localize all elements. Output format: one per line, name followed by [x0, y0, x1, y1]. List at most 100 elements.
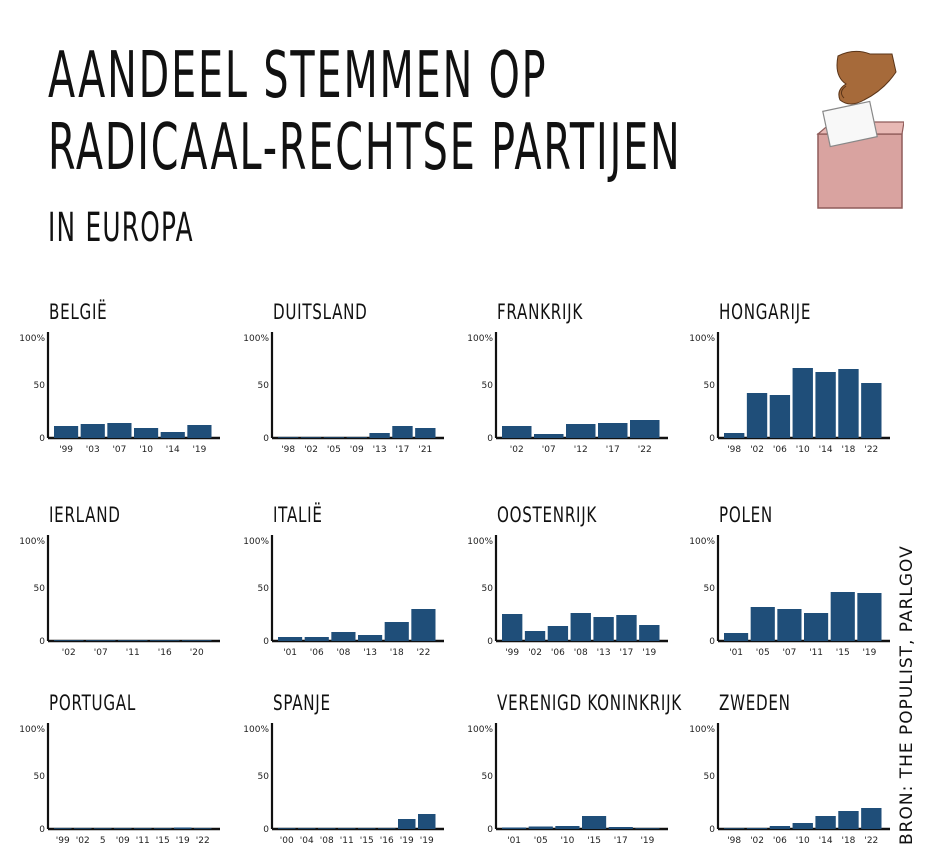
- bar-chart: 100% 50 0 '01 '05 '10 '15 '17 '19: [467, 723, 668, 846]
- chart-panel: ZWEDEN 100% 50 0 '98 '02 '06 '10 '14 '18 '22: [689, 691, 890, 846]
- y-tick-label: 50: [482, 381, 494, 391]
- chart-title: PORTUGAL: [49, 691, 136, 715]
- y-tick-label: 50: [704, 772, 716, 782]
- x-tick-label: '16: [158, 648, 172, 658]
- bar: [769, 395, 791, 438]
- chart-title: IERLAND: [49, 503, 121, 527]
- bar: [346, 437, 367, 438]
- x-tick-label: '02: [510, 445, 524, 455]
- bar: [298, 828, 316, 829]
- y-tick-label: 50: [482, 772, 494, 782]
- x-tick-label: '14: [166, 445, 180, 455]
- x-tick-label: '14: [819, 836, 833, 846]
- bar: [570, 613, 591, 641]
- x-tick-label: '09: [116, 836, 130, 846]
- bar: [154, 828, 172, 829]
- bar: [502, 426, 532, 438]
- y-tick-label: 100%: [689, 334, 715, 344]
- bar: [384, 622, 409, 641]
- x-tick-label: '15: [587, 836, 601, 846]
- x-tick-label: '10: [796, 445, 810, 455]
- x-tick-label: '13: [373, 445, 387, 455]
- x-tick-label: '20: [190, 648, 204, 658]
- bar: [502, 614, 523, 641]
- y-tick-label: 50: [258, 772, 270, 782]
- x-tick-label: '06: [773, 836, 787, 846]
- x-tick-label: '15: [360, 836, 374, 846]
- bar: [555, 826, 580, 829]
- x-tick-label: '05: [327, 445, 341, 455]
- chart-panel: IERLAND 100% 50 0 '02 '07 '11 '16 '20: [19, 503, 220, 658]
- bar: [415, 428, 436, 438]
- chart-title: POLEN: [719, 503, 773, 527]
- chart-title: ITALIË: [273, 503, 323, 527]
- x-tick-label: '09: [350, 445, 364, 455]
- x-tick-label: '99: [56, 836, 70, 846]
- bar: [838, 369, 859, 438]
- x-tick-label: '06: [773, 445, 787, 455]
- bar: [534, 434, 564, 438]
- x-tick-label: '07: [542, 445, 556, 455]
- bar-chart: 100% 50 0 '01 '05 '07 '11 '15 '19: [689, 535, 890, 658]
- y-tick-label: 50: [258, 381, 270, 391]
- chart-title: OOSTENRIJK: [497, 503, 598, 527]
- bar: [398, 819, 416, 829]
- x-tick-label: '14: [819, 445, 833, 455]
- bar: [54, 640, 84, 641]
- bar-chart: 100% 50 0 '99 '02 5 '09 '11 '15 '19 '22: [19, 723, 220, 846]
- chart-panel: PORTUGAL 100% 50 0 '99 '02 5 '09 '11 '15 '19 '22: [19, 691, 220, 846]
- bar: [838, 811, 859, 829]
- bar: [134, 428, 159, 438]
- y-tick-label: 50: [704, 584, 716, 594]
- x-tick-label: '21: [418, 445, 432, 455]
- bar: [582, 816, 607, 829]
- bar: [639, 625, 660, 641]
- bar: [278, 437, 299, 438]
- x-tick-label: '03: [86, 445, 100, 455]
- chart-panel: FRANKRIJK 100% 50 0 '02 '07 '12 '17 '22: [467, 300, 668, 455]
- chart-panel: VERENIGD KONINKRIJK 100% 50 0 '01 '05 '10 '15 '1…: [467, 691, 681, 846]
- x-tick-label: '19: [640, 836, 654, 846]
- x-tick-label: '98: [281, 445, 295, 455]
- x-tick-label: '04: [300, 836, 314, 846]
- bar: [369, 433, 390, 438]
- chart-title: VERENIGD KONINKRIJK: [497, 691, 682, 715]
- bar: [114, 828, 132, 829]
- y-tick-label: 100%: [467, 725, 493, 735]
- y-tick-label: 50: [34, 381, 46, 391]
- x-tick-label: '17: [606, 445, 620, 455]
- y-tick-label: 100%: [689, 537, 715, 547]
- bar: [746, 393, 768, 438]
- x-tick-label: '00: [280, 836, 294, 846]
- x-tick-label: '98: [727, 836, 741, 846]
- x-tick-label: '08: [336, 648, 350, 658]
- x-tick-label: '08: [320, 836, 334, 846]
- bar: [769, 826, 791, 829]
- bar: [118, 640, 148, 641]
- bar: [815, 372, 836, 438]
- bar: [724, 633, 749, 641]
- bar: [392, 426, 413, 438]
- x-tick-label: '18: [390, 648, 404, 658]
- y-tick-label: 50: [704, 381, 716, 391]
- x-tick-label: '99: [505, 648, 519, 658]
- bar: [746, 828, 768, 829]
- bar: [182, 640, 212, 641]
- bar: [187, 425, 212, 438]
- bar: [194, 828, 212, 829]
- bar: [616, 615, 637, 641]
- chart-title: BELGIË: [49, 300, 108, 324]
- bar: [358, 635, 383, 641]
- chart-title: HONGARIJE: [719, 300, 812, 324]
- y-tick-label: 100%: [19, 725, 45, 735]
- x-tick-label: '08: [574, 648, 588, 658]
- bar: [524, 631, 546, 641]
- bar: [107, 423, 132, 438]
- x-tick-label: '07: [112, 445, 126, 455]
- chart-title: DUITSLAND: [273, 300, 368, 324]
- x-tick-label: '22: [864, 445, 878, 455]
- x-tick-label: '02: [62, 648, 76, 658]
- ballot-box-icon: [816, 50, 904, 209]
- chart-panel: DUITSLAND 100% 50 0 '98 '02 '05 '09 '13 '17 '21: [243, 300, 444, 455]
- x-tick-label: '22: [864, 836, 878, 846]
